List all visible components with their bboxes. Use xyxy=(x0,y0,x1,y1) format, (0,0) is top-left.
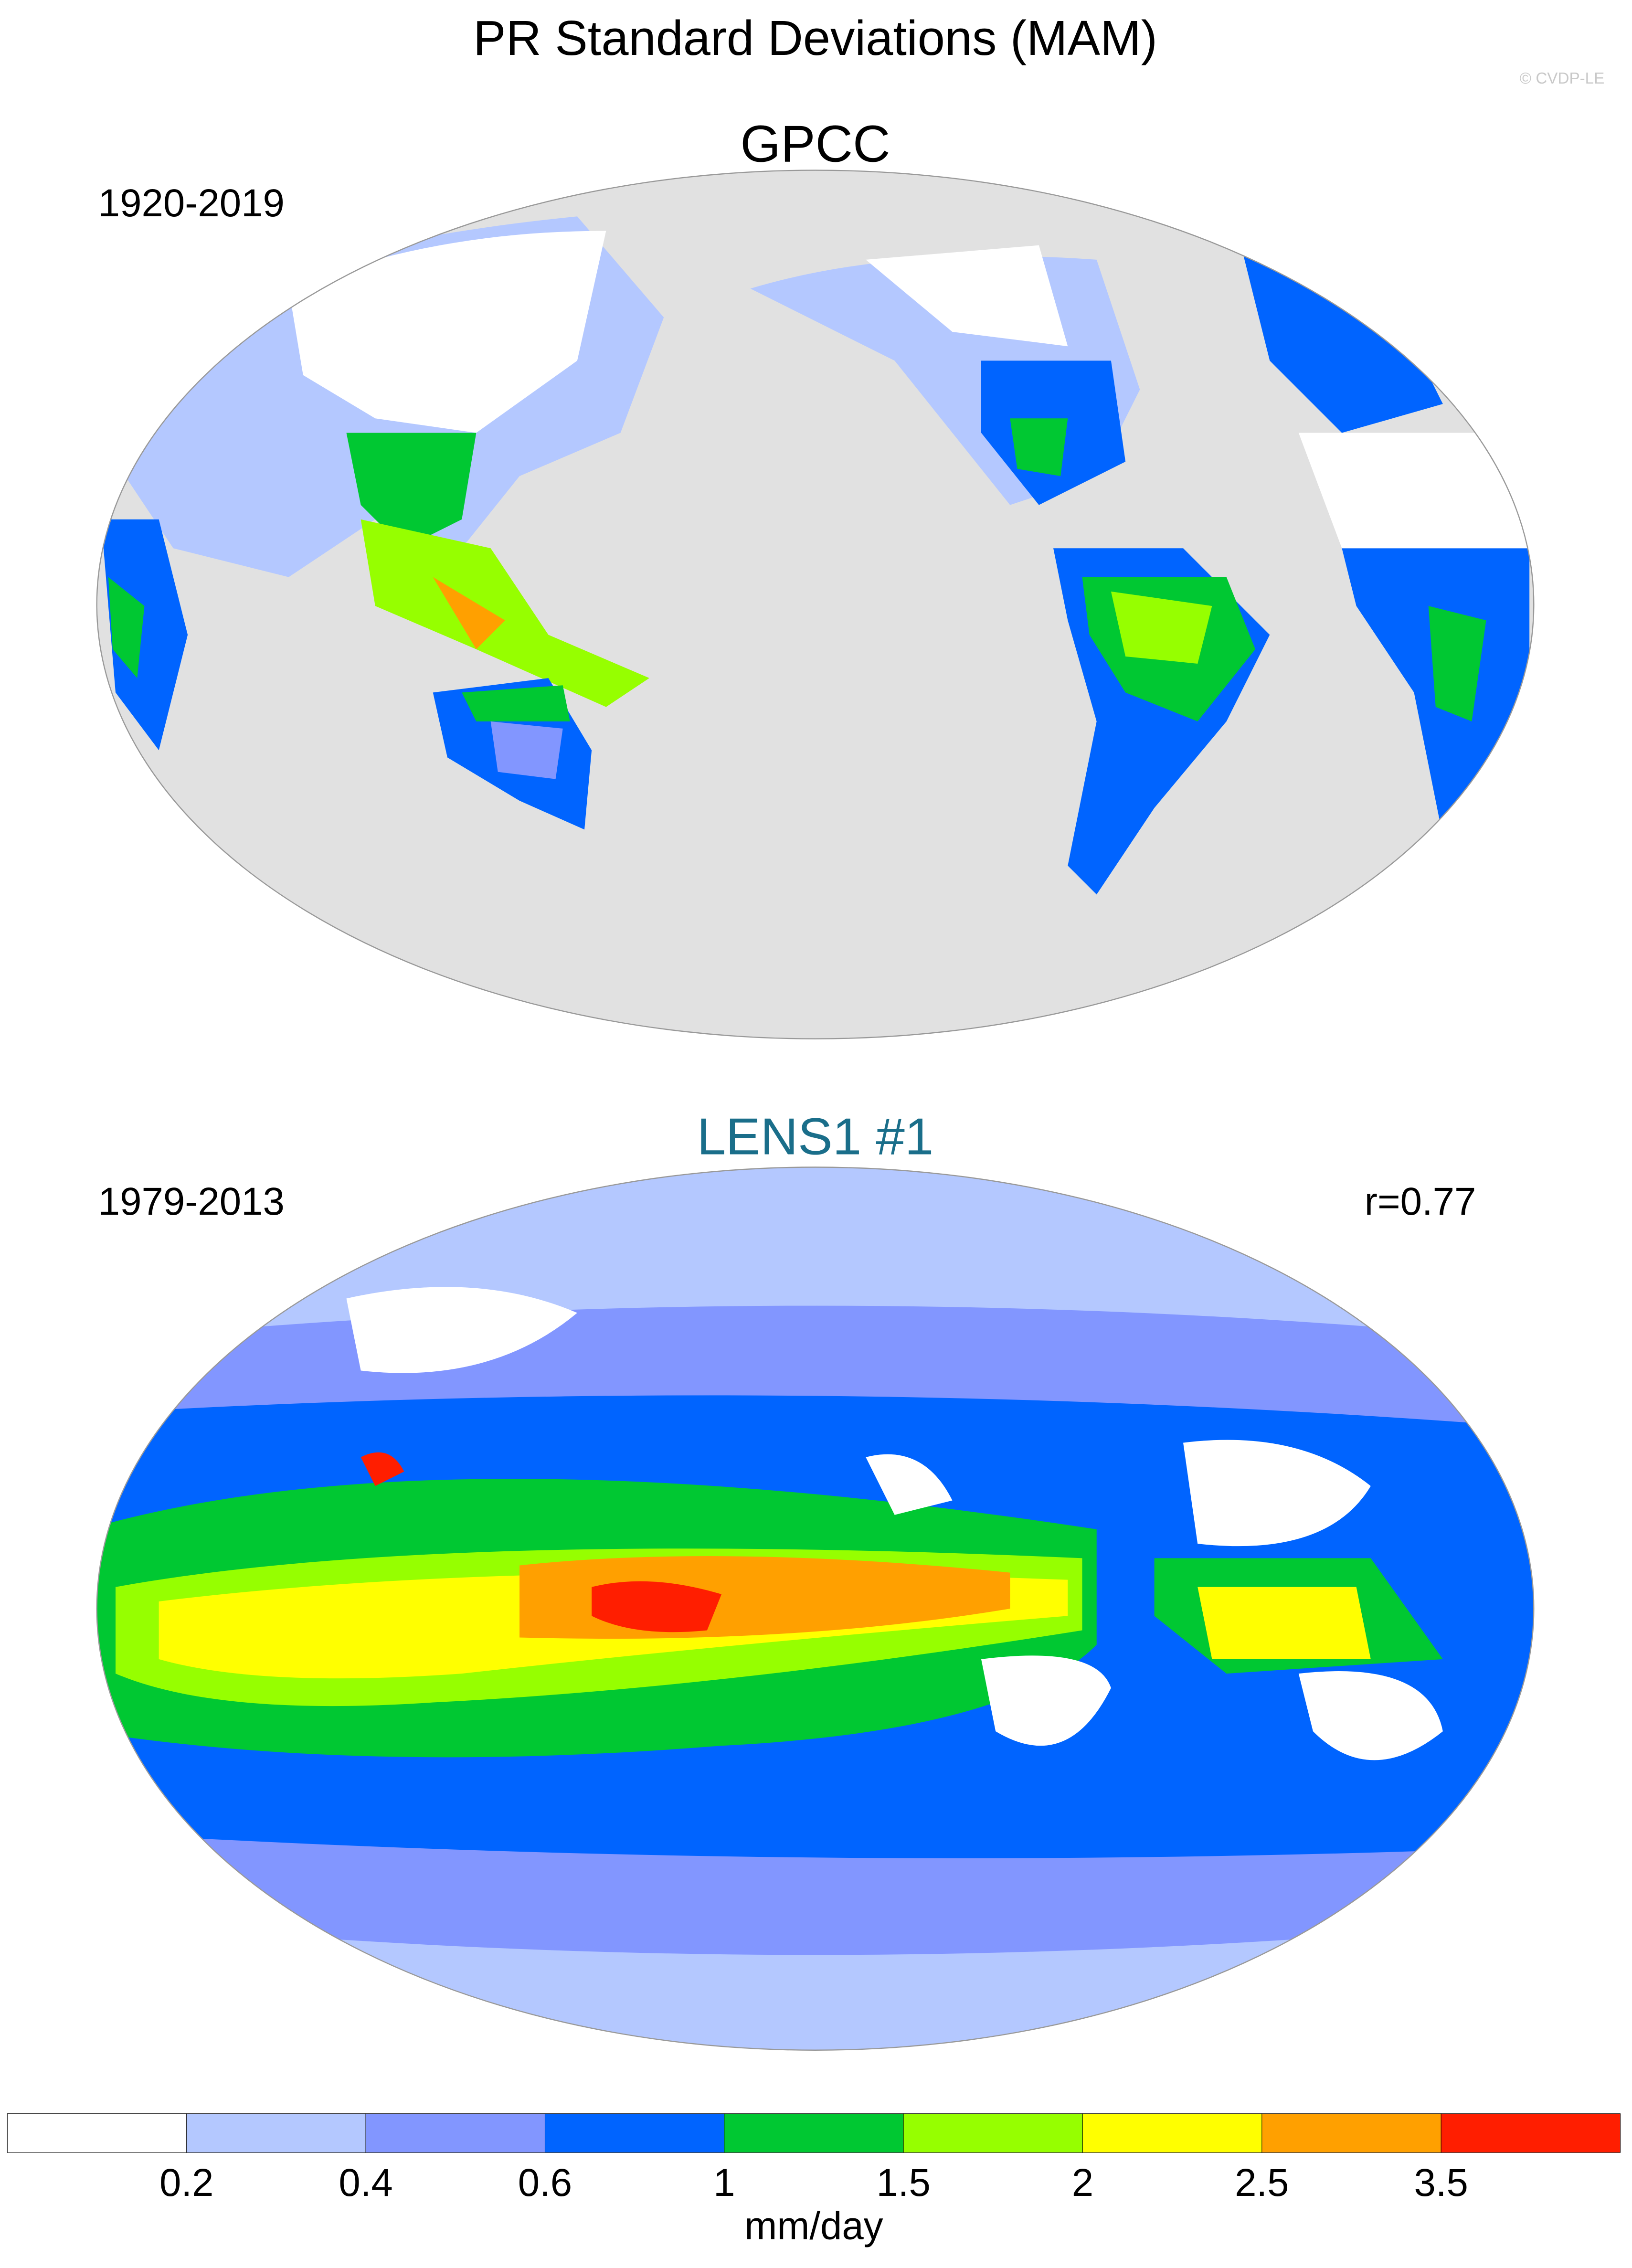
colorbar-box xyxy=(7,2113,187,2153)
colorbar-tick-label: 0.2 xyxy=(159,2161,213,2204)
map-border xyxy=(96,170,1535,1039)
map-region xyxy=(866,245,1068,347)
map-lens1 xyxy=(96,1167,1534,2050)
colorbar-box xyxy=(365,2113,545,2153)
map-region xyxy=(108,577,145,678)
map-region xyxy=(592,1581,722,1632)
colorbar-box xyxy=(903,2113,1083,2153)
panel-period: 1979-2013 xyxy=(98,1180,285,1223)
panel-title: GPCC xyxy=(740,115,890,173)
map-region xyxy=(101,519,188,751)
panel-period: 1920-2019 xyxy=(98,181,285,225)
map-region xyxy=(981,1655,1111,1746)
colorbar-tick-label: 2.5 xyxy=(1235,2161,1289,2204)
map-gpcc xyxy=(96,170,1534,1039)
map-region xyxy=(1298,433,1530,549)
colorbar-tick-label: 0.4 xyxy=(339,2161,392,2204)
colorbar-tick-label: 1 xyxy=(713,2161,735,2204)
map-region xyxy=(1183,1440,1371,1547)
colorbar-unit: mm/day xyxy=(744,2204,883,2248)
map-region xyxy=(1240,245,1443,433)
watermark: © CVDP-LE xyxy=(1520,70,1605,87)
map-region xyxy=(1010,418,1068,477)
panel-title: LENS1 #1 xyxy=(697,1108,934,1166)
panel-correlation: r=0.77 xyxy=(1365,1180,1476,1223)
figure-title: PR Standard Deviations (MAM) xyxy=(473,11,1157,65)
colorbar-tick-label: 0.6 xyxy=(518,2161,572,2204)
map-border xyxy=(96,1166,1535,2051)
map-region xyxy=(462,685,570,721)
colorbar-tick-label: 1.5 xyxy=(876,2161,930,2204)
colorbar-tick-label: 2 xyxy=(1072,2161,1093,2204)
colorbar-box xyxy=(1441,2113,1621,2153)
map-region xyxy=(1198,1587,1371,1659)
colorbar-box xyxy=(724,2113,904,2153)
map-region xyxy=(490,721,563,779)
map-region xyxy=(1111,591,1212,664)
colorbar-tick-label: 3.5 xyxy=(1414,2161,1468,2204)
colorbar: 0.2 0.4 0.6 1 1.5 2 2.5 3.5 xyxy=(7,2113,1621,2204)
map-region xyxy=(346,1287,577,1373)
map-region xyxy=(288,231,606,433)
colorbar-box xyxy=(544,2113,725,2153)
colorbar-box xyxy=(1082,2113,1262,2153)
map-region xyxy=(346,433,477,549)
map-region xyxy=(360,1452,404,1486)
map-region xyxy=(360,519,650,707)
map-region xyxy=(1428,606,1486,721)
map-region xyxy=(866,1454,953,1515)
map-region xyxy=(1298,1671,1443,1760)
map-region xyxy=(433,577,505,649)
colorbar-box xyxy=(1261,2113,1441,2153)
colorbar-box xyxy=(186,2113,366,2153)
